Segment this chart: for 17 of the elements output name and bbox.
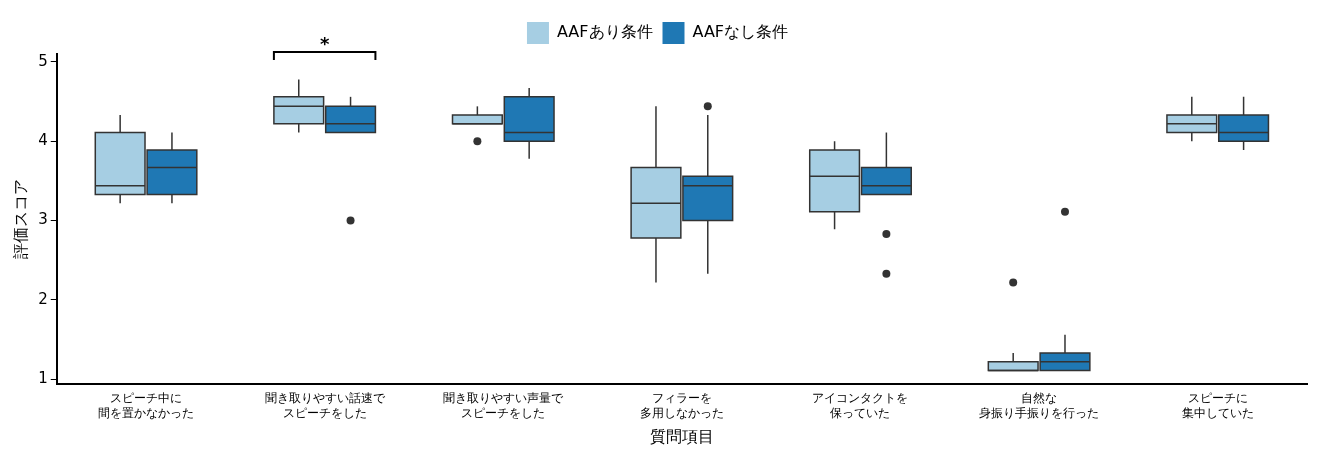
x-tick-label: 自然な身振り手振りを行った — [979, 391, 1100, 420]
x-tick-label: 聞き取りやすい話速でスピーチをした — [264, 391, 386, 420]
x-tick-label: スピーチ中に間を置かなかった — [98, 391, 195, 420]
y-tick-label: 2 — [38, 289, 48, 308]
x-tick-label: スピーチに集中していた — [1181, 391, 1254, 420]
x-tick-label: アイコンタクトを保っていた — [812, 391, 909, 420]
legend-label: AAFあり条件 — [556, 22, 653, 42]
y-tick-label: 4 — [38, 131, 48, 150]
y-axis-title: 評価スコア — [10, 179, 30, 259]
y-tick-label: 5 — [38, 51, 48, 70]
x-tick-label: 聞き取りやすい声量でスピーチをした — [443, 391, 565, 420]
text: * — [319, 32, 330, 54]
x-axis-title: 質問項目 — [649, 426, 714, 446]
x-tick-label: フィラーを多用しなかった — [639, 391, 724, 420]
legend-label: AAFなし条件 — [692, 22, 789, 42]
y-tick-label: 3 — [38, 210, 48, 229]
y-tick-label: 1 — [38, 369, 48, 388]
